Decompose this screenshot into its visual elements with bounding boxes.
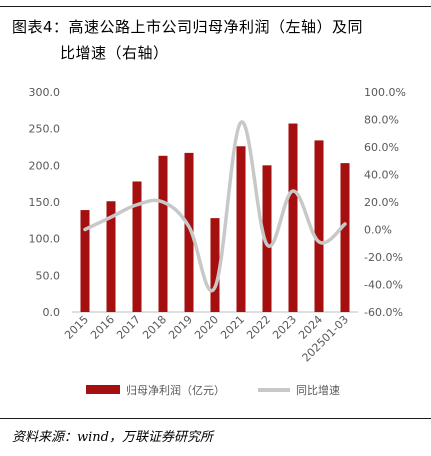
y-left-tick-label: 200.0 (29, 159, 61, 172)
bar (132, 181, 142, 312)
top-rule (0, 6, 431, 7)
growth-line (83, 120, 347, 293)
x-tick-label: 2022 (244, 313, 273, 342)
bar (262, 165, 272, 312)
figure-title-line1: 图表4：高速公路上市公司归母净利润（左轴）及同 (12, 18, 364, 36)
x-tick-label: 2016 (88, 313, 117, 342)
y-right-tick-label: 100.0% (364, 86, 406, 99)
y-left-tick-label: 100.0 (29, 233, 61, 246)
x-tick-label: 2020 (192, 313, 221, 342)
y-left-tick-label: 150.0 (29, 196, 61, 209)
bar (158, 155, 168, 312)
y-right-tick-label: -60.0% (364, 306, 403, 319)
y-left-tick-label: 250.0 (29, 123, 61, 136)
x-tick-label: 2017 (114, 313, 143, 342)
y-right-tick-label: -40.0% (364, 279, 403, 292)
y-right-tick-label: 20.0% (364, 196, 399, 209)
bottom-rule (0, 418, 431, 419)
y-right-tick-label: 80.0% (364, 114, 399, 127)
y-right-tick-label: -20.0% (364, 251, 403, 264)
bar (106, 201, 116, 312)
figure-title-line2: 比增速（右轴） (60, 44, 169, 62)
y-right-tick-label: 0.0% (364, 224, 392, 237)
x-tick-label: 2015 (62, 313, 91, 342)
source-note: 资料来源：wind，万联证券研究所 (12, 430, 213, 445)
bar (314, 140, 324, 312)
legend-bar-label: 归母净利润（亿元） (126, 383, 225, 397)
bar (236, 146, 246, 312)
bar (288, 123, 298, 313)
y-left-tick-label: 0.0 (43, 306, 61, 319)
x-tick-label: 2021 (218, 313, 247, 342)
bar (184, 152, 194, 312)
chart: 300.0 250.0 200.0 150.0 100.0 50.0 0.0 100.0% 80… (29, 86, 406, 397)
bar (210, 218, 220, 312)
x-tick-label: 2019 (166, 313, 195, 342)
y-right-tick-label: 60.0% (364, 141, 399, 154)
x-tick-label: 2018 (140, 313, 169, 342)
bar (80, 210, 90, 312)
figure-title: 图表4：高速公路上市公司归母净利润（左轴）及同 比增速（右轴） (12, 14, 417, 66)
y-right-tick-label: 40.0% (364, 169, 399, 182)
legend-line-label: 同比增速 (296, 383, 340, 397)
legend-bar-swatch (86, 385, 120, 394)
bar (340, 163, 350, 312)
x-tick-label: 2023 (270, 313, 299, 342)
y-left-tick-label: 50.0 (36, 269, 61, 282)
y-left-tick-label: 300.0 (29, 86, 61, 99)
